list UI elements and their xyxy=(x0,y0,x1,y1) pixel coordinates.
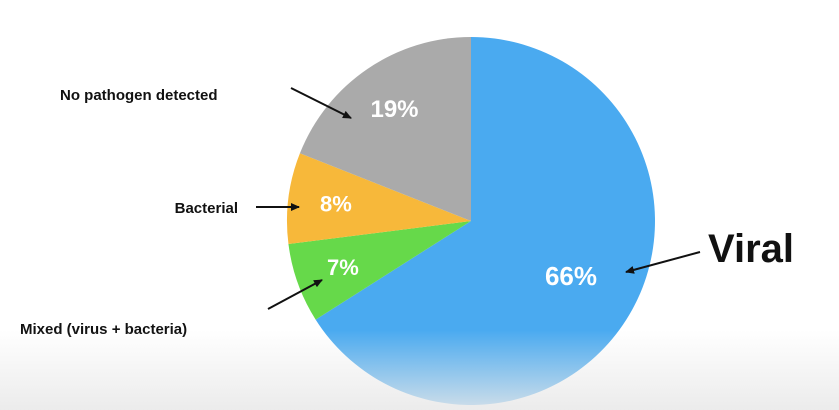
pie-slice-bacterial xyxy=(286,153,471,245)
pie-value-label-mixed-virus-bacteria: 7% xyxy=(327,255,359,280)
category-label-mixed-virus-bacteria: Mixed (virus + bacteria) xyxy=(20,321,187,338)
category-label-bacterial: Bacterial xyxy=(175,200,238,217)
pie-slice-mixed-virus-bacteria xyxy=(288,221,471,320)
pie-value-label-bacterial: 8% xyxy=(320,192,352,217)
pie-slices xyxy=(286,36,655,405)
category-label-no-pathogen-detected: No pathogen detected xyxy=(60,87,218,104)
pie-value-label-no-pathogen-detected: 19% xyxy=(370,96,418,123)
pie-slice-no-pathogen-detected xyxy=(299,36,471,221)
pointer-arrow-viral xyxy=(625,251,701,274)
pointer-arrow-no-pathogen-detected xyxy=(290,87,352,119)
pointer-arrow-mixed-virus-bacteria xyxy=(267,279,323,310)
pie-slice-viral xyxy=(315,37,655,405)
pie-value-label-viral: 66% xyxy=(545,261,597,291)
category-label-viral: Viral xyxy=(708,227,794,271)
